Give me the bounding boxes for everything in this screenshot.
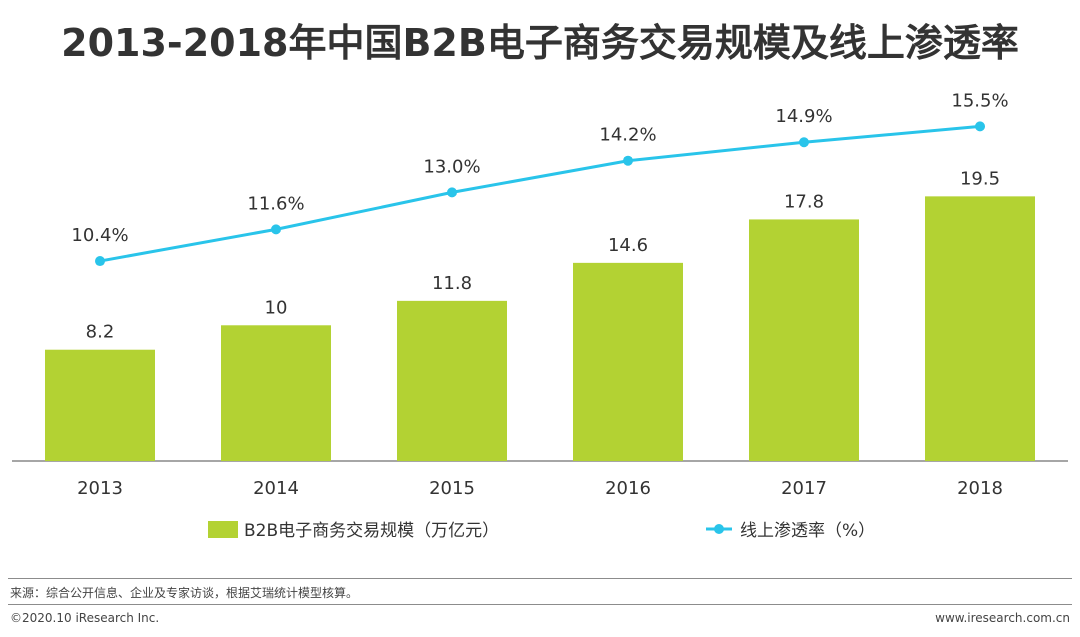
- source-note: 来源：综合公开信息、企业及专家访谈，根据艾瑞统计模型核算。: [10, 586, 359, 600]
- line-point-2016: [623, 155, 633, 166]
- bar-label-2016: 14.6: [608, 235, 648, 256]
- chart-title: 2013-2018年中国B2B电子商务交易规模及线上渗透率: [61, 21, 1019, 65]
- website: www.iresearch.com.cn: [935, 611, 1070, 625]
- chart: 8.2 10 11.8 14.6 17.8 19.5 10.4% 11.6% 13.0% 14.…: [12, 90, 1068, 541]
- line-point-2013: [95, 256, 105, 267]
- bar-label-2014: 10: [265, 297, 288, 318]
- bar-2014: [221, 325, 331, 461]
- legend-bar-label: B2B电子商务交易规模（万亿元）: [244, 521, 499, 541]
- line-label-2018: 15.5%: [951, 90, 1008, 111]
- line-point-2017: [799, 137, 809, 148]
- legend-line-label: 线上渗透率（%）: [740, 521, 875, 541]
- line-label-2015: 13.0%: [423, 156, 480, 177]
- x-tick-2016: 2016: [605, 478, 651, 499]
- bar-2017: [749, 219, 859, 461]
- x-tick-2018: 2018: [957, 478, 1003, 499]
- footer-divider-bottom: [8, 604, 1072, 605]
- line-point-2015: [447, 187, 457, 198]
- line-point-2014: [271, 224, 281, 235]
- line-label-2014: 11.6%: [247, 193, 304, 214]
- legend-bar-swatch: [208, 521, 238, 538]
- line-label-2016: 14.2%: [599, 125, 656, 146]
- bar-2018: [925, 196, 1035, 461]
- footer-divider-top: [8, 578, 1072, 579]
- x-tick-2017: 2017: [781, 478, 827, 499]
- x-tick-2013: 2013: [77, 478, 123, 499]
- line-label-2013: 10.4%: [71, 225, 128, 246]
- bar-label-2013: 8.2: [86, 322, 115, 343]
- bar-2015: [397, 300, 507, 461]
- legend-line-marker: [714, 524, 724, 534]
- copyright: ©2020.10 iResearch Inc.: [10, 611, 160, 625]
- x-tick-2015: 2015: [429, 478, 475, 499]
- line-point-2018: [975, 121, 985, 132]
- bar-2016: [573, 262, 683, 461]
- penetration-line: [99, 124, 981, 263]
- bar-label-2015: 11.8: [432, 273, 472, 294]
- bar-label-2018: 19.5: [960, 168, 1000, 189]
- line-label-2017: 14.9%: [775, 106, 832, 127]
- bar-2013: [45, 349, 155, 461]
- x-tick-2014: 2014: [253, 478, 299, 499]
- bar-label-2017: 17.8: [784, 191, 824, 212]
